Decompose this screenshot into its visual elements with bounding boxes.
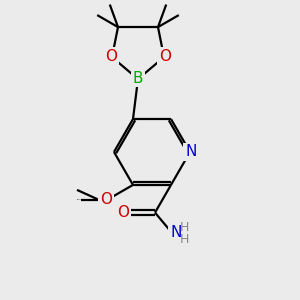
Text: methoxy: methoxy xyxy=(77,199,83,200)
Text: O: O xyxy=(117,205,129,220)
Text: H: H xyxy=(180,221,189,234)
Text: N: N xyxy=(170,225,182,240)
Text: O: O xyxy=(100,192,112,207)
Text: O: O xyxy=(105,49,117,64)
Text: O: O xyxy=(159,49,171,64)
Text: H: H xyxy=(180,233,189,246)
Text: B: B xyxy=(133,70,143,86)
Text: N: N xyxy=(185,145,197,160)
